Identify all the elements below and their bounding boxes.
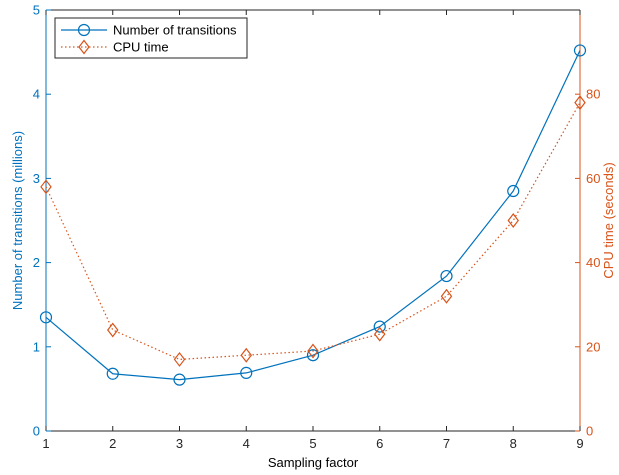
data-point-circle bbox=[39, 311, 53, 324]
left-y-tick-label: 1 bbox=[33, 339, 40, 354]
legend: Number of transitions CPU time bbox=[54, 17, 248, 59]
left-y-tick-label: 5 bbox=[33, 3, 40, 18]
data-point-circle bbox=[573, 44, 587, 57]
right-y-tick-label: 20 bbox=[586, 339, 600, 354]
data-point-diamond bbox=[574, 95, 586, 111]
left-y-tick-label: 4 bbox=[33, 87, 40, 102]
x-tick-label: 7 bbox=[443, 436, 450, 451]
left-y-axis-label: Number of transitions (millions) bbox=[10, 131, 25, 310]
x-tick-label: 3 bbox=[176, 436, 183, 451]
data-point-diamond bbox=[507, 213, 520, 228]
x-tick-label: 6 bbox=[376, 436, 383, 451]
legend-marker-circle bbox=[77, 23, 91, 37]
data-point-circle bbox=[106, 367, 119, 380]
legend-marker-diamond bbox=[78, 39, 90, 55]
right-y-tick-label: 40 bbox=[586, 255, 600, 270]
data-point-circle bbox=[240, 366, 253, 380]
right-y-tick-label: 0 bbox=[586, 424, 593, 439]
right-y-tick-label: 60 bbox=[586, 171, 600, 186]
right-y-tick-label: 80 bbox=[586, 87, 600, 102]
data-point-diamond bbox=[440, 288, 453, 304]
data-point-circle bbox=[173, 373, 186, 386]
data-point-diamond bbox=[373, 326, 386, 342]
data-point-diamond bbox=[106, 322, 119, 338]
data-point-diamond bbox=[307, 343, 319, 359]
right-y-axis-label: CPU time (seconds) bbox=[601, 162, 616, 278]
data-point-diamond bbox=[40, 179, 52, 195]
left-y-tick-label: 2 bbox=[33, 255, 40, 270]
data-point-circle bbox=[373, 320, 386, 333]
legend-entry-cpu-time: CPU time bbox=[113, 40, 169, 55]
x-tick-label: 9 bbox=[576, 436, 583, 451]
data-point-circle bbox=[306, 349, 320, 362]
data-point-circle bbox=[440, 269, 453, 283]
left-y-tick-label: 0 bbox=[33, 424, 40, 439]
series-line-cpu-time bbox=[45, 102, 581, 361]
x-tick-label: 2 bbox=[109, 436, 116, 451]
x-tick-label: 1 bbox=[42, 436, 49, 451]
data-point-diamond bbox=[173, 351, 186, 367]
x-tick-label: 8 bbox=[510, 436, 517, 451]
legend-box bbox=[54, 17, 248, 59]
legend-entry-number-of-transitions: Number of transitions bbox=[113, 23, 237, 38]
x-axis-label: Sampling factor bbox=[268, 455, 359, 470]
series-line-number-of-transitions bbox=[45, 50, 581, 381]
x-tick-label: 5 bbox=[309, 436, 316, 451]
data-point-diamond bbox=[240, 347, 253, 363]
left-y-tick-label: 3 bbox=[33, 171, 40, 186]
data-point-circle bbox=[507, 184, 520, 198]
x-tick-label: 4 bbox=[243, 436, 250, 451]
